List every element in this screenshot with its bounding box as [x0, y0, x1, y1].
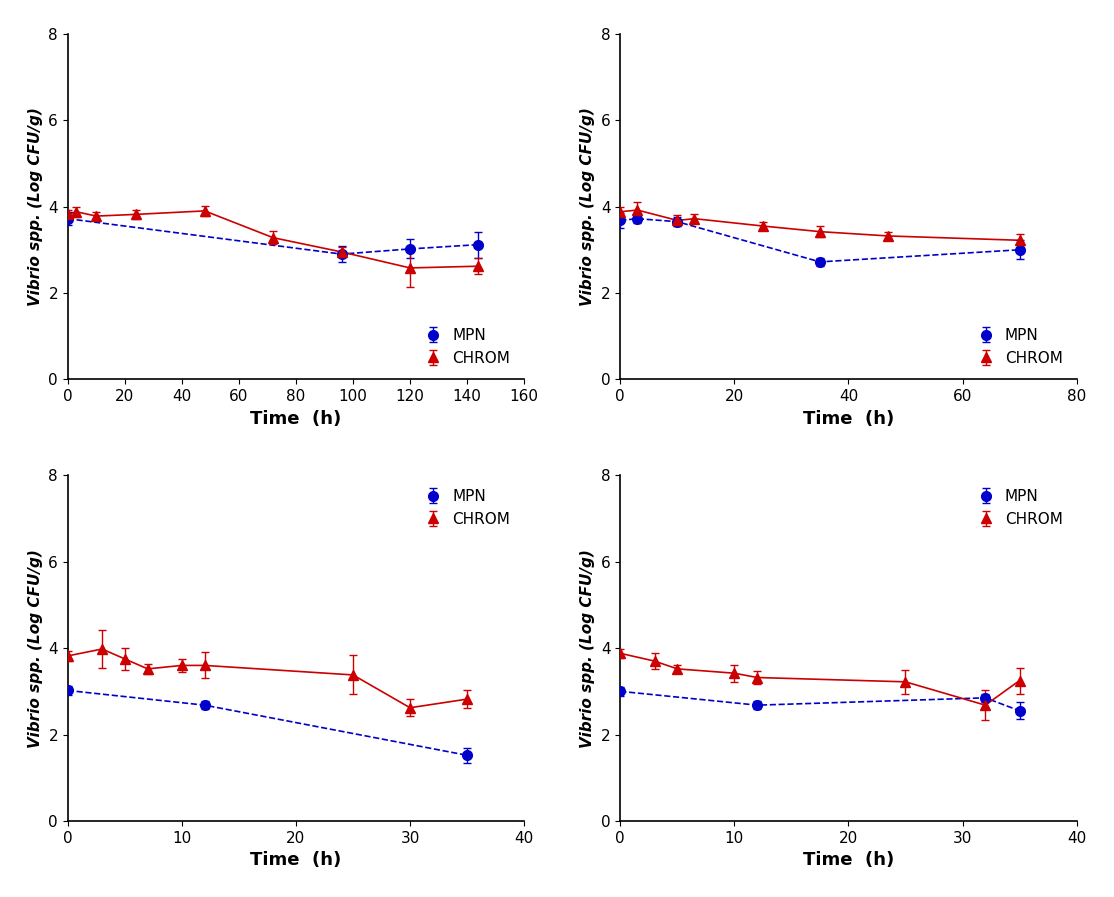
X-axis label: Time  (h): Time (h): [251, 410, 342, 428]
Y-axis label: Vibrio spp. (Log CFU/g): Vibrio spp. (Log CFU/g): [28, 549, 42, 747]
Legend: MPN, CHROM: MPN, CHROM: [968, 322, 1069, 371]
Y-axis label: Vibrio spp. (Log CFU/g): Vibrio spp. (Log CFU/g): [580, 549, 595, 747]
Y-axis label: Vibrio spp. (Log CFU/g): Vibrio spp. (Log CFU/g): [580, 107, 595, 306]
X-axis label: Time  (h): Time (h): [803, 851, 895, 869]
X-axis label: Time  (h): Time (h): [251, 851, 342, 869]
X-axis label: Time  (h): Time (h): [803, 410, 895, 428]
Y-axis label: Vibrio spp. (Log CFU/g): Vibrio spp. (Log CFU/g): [28, 107, 42, 306]
Legend: MPN, CHROM: MPN, CHROM: [968, 483, 1069, 533]
Legend: MPN, CHROM: MPN, CHROM: [416, 483, 517, 533]
Legend: MPN, CHROM: MPN, CHROM: [416, 322, 517, 371]
